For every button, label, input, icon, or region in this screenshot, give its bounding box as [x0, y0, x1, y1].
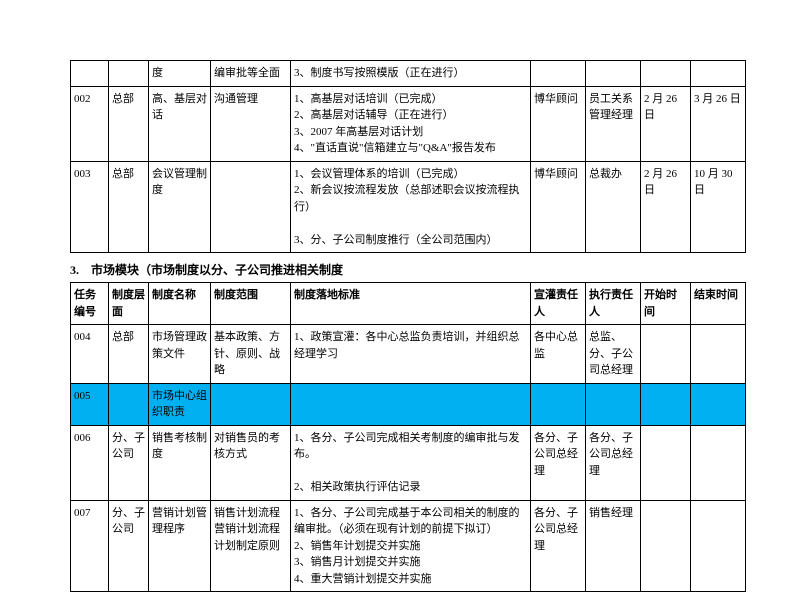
cell-scope: 对销售员的考核方式: [211, 425, 291, 500]
cell-level: 分、子公司: [109, 425, 149, 500]
cell-start: [641, 61, 691, 87]
cell-scope: 销售计划流程营销计划流程计划制定原则: [211, 500, 291, 592]
table-row: 度编审批等全面3、制度书写按照模版（正在进行）: [71, 61, 746, 87]
cell-scope: 编审批等全面: [211, 61, 291, 87]
cell-owner2: 各分、子公司总经理: [586, 425, 641, 500]
table-row: 007分、子公司营销计划管理程序销售计划流程营销计划流程计划制定原则1、各分、子…: [71, 500, 746, 592]
table-row: 006分、子公司销售考核制度对销售员的考核方式1、各分、子公司完成相关考制度的编…: [71, 425, 746, 500]
cell-end: 10 月 30 日: [691, 161, 746, 253]
table-2: 任务编号 制度层面 制度名称 制度范围 制度落地标准 宣灌责任人 执行责任人 开…: [70, 282, 746, 592]
cell-start: 2 月 26 日: [641, 86, 691, 161]
cell-name: 度: [149, 61, 211, 87]
cell-name: 会议管理制度: [149, 161, 211, 253]
cell-end: [691, 61, 746, 87]
cell-name: 营销计划管理程序: [149, 500, 211, 592]
cell-owner2: 总裁办: [586, 161, 641, 253]
cell-scope: 沟通管理: [211, 86, 291, 161]
h-standard: 制度落地标准: [291, 283, 531, 325]
cell-id: 004: [71, 325, 109, 384]
cell-start: [641, 383, 691, 425]
cell-end: [691, 425, 746, 500]
table-row: 002总部高、基层对话沟通管理1、高基层对话培训（已完成）2、高基层对话辅导（正…: [71, 86, 746, 161]
cell-owner1: 各分、子公司总经理: [531, 425, 586, 500]
cell-standard: 1、会议管理体系的培训（已完成）2、新会议按流程发放（总部述职会议按流程执行）3…: [291, 161, 531, 253]
cell-level: 总部: [109, 325, 149, 384]
cell-start: [641, 425, 691, 500]
cell-name: 市场管理政策文件: [149, 325, 211, 384]
cell-end: 3 月 26 日: [691, 86, 746, 161]
cell-level: 总部: [109, 86, 149, 161]
cell-standard: 1、各分、子公司完成相关考制度的编审批与发布。2、相关政策执行评估记录: [291, 425, 531, 500]
cell-standard: 3、制度书写按照模版（正在进行）: [291, 61, 531, 87]
h-start: 开始时间: [641, 283, 691, 325]
cell-name: 销售考核制度: [149, 425, 211, 500]
section-2-title: 3. 市场模块（市场制度以分、子公司推进相关制度: [70, 261, 730, 278]
h-scope: 制度范围: [211, 283, 291, 325]
cell-owner1: 各分、子公司总经理: [531, 500, 586, 592]
cell-id: 005: [71, 383, 109, 425]
cell-owner1: 博华顾问: [531, 86, 586, 161]
cell-owner2: 员工关系管理经理: [586, 86, 641, 161]
cell-scope: 基本政策、方针、原则、战略: [211, 325, 291, 384]
table-1: 度编审批等全面3、制度书写按照模版（正在进行）002总部高、基层对话沟通管理1、…: [70, 60, 746, 253]
cell-standard: 1、各分、子公司完成基于本公司相关的制度的编审批。（必须在现有计划的前提下拟订）…: [291, 500, 531, 592]
cell-owner1: [531, 61, 586, 87]
cell-owner2: 销售经理: [586, 500, 641, 592]
cell-standard: 1、政策宣灌：各中心总监负责培训，并组织总经理学习: [291, 325, 531, 384]
cell-owner2: [586, 61, 641, 87]
h-owner2: 执行责任人: [586, 283, 641, 325]
h-end: 结束时间: [691, 283, 746, 325]
cell-id: 007: [71, 500, 109, 592]
cell-owner2: [586, 383, 641, 425]
table-row: 003总部会议管理制度 1、会议管理体系的培训（已完成）2、新会议按流程发放（总部…: [71, 161, 746, 253]
cell-id: 006: [71, 425, 109, 500]
cell-standard: 1、高基层对话培训（已完成）2、高基层对话辅导（正在进行）3、2007 年高基层…: [291, 86, 531, 161]
cell-id: 002: [71, 86, 109, 161]
cell-owner1: [531, 383, 586, 425]
cell-end: [691, 500, 746, 592]
cell-id: [71, 61, 109, 87]
cell-start: 2 月 26 日: [641, 161, 691, 253]
cell-name: 高、基层对话: [149, 86, 211, 161]
cell-standard: [291, 383, 531, 425]
cell-start: [641, 325, 691, 384]
cell-start: [641, 500, 691, 592]
table-2-header: 任务编号 制度层面 制度名称 制度范围 制度落地标准 宣灌责任人 执行责任人 开…: [71, 283, 746, 325]
table-row: 005 市场中心组织职责: [71, 383, 746, 425]
cell-owner2: 总监、分、子公司总经理: [586, 325, 641, 384]
cell-scope: [211, 383, 291, 425]
cell-owner1: 博华顾问: [531, 161, 586, 253]
cell-level: [109, 61, 149, 87]
cell-end: [691, 325, 746, 384]
cell-name: 市场中心组织职责: [149, 383, 211, 425]
h-owner1: 宣灌责任人: [531, 283, 586, 325]
cell-end: [691, 383, 746, 425]
cell-level: [109, 383, 149, 425]
h-id: 任务编号: [71, 283, 109, 325]
cell-level: 总部: [109, 161, 149, 253]
cell-owner1: 各中心总监: [531, 325, 586, 384]
table-row: 004总部市场管理政策文件基本政策、方针、原则、战略1、政策宣灌：各中心总监负责…: [71, 325, 746, 384]
cell-scope: [211, 161, 291, 253]
h-level: 制度层面: [109, 283, 149, 325]
cell-id: 003: [71, 161, 109, 253]
cell-level: 分、子公司: [109, 500, 149, 592]
h-name: 制度名称: [149, 283, 211, 325]
